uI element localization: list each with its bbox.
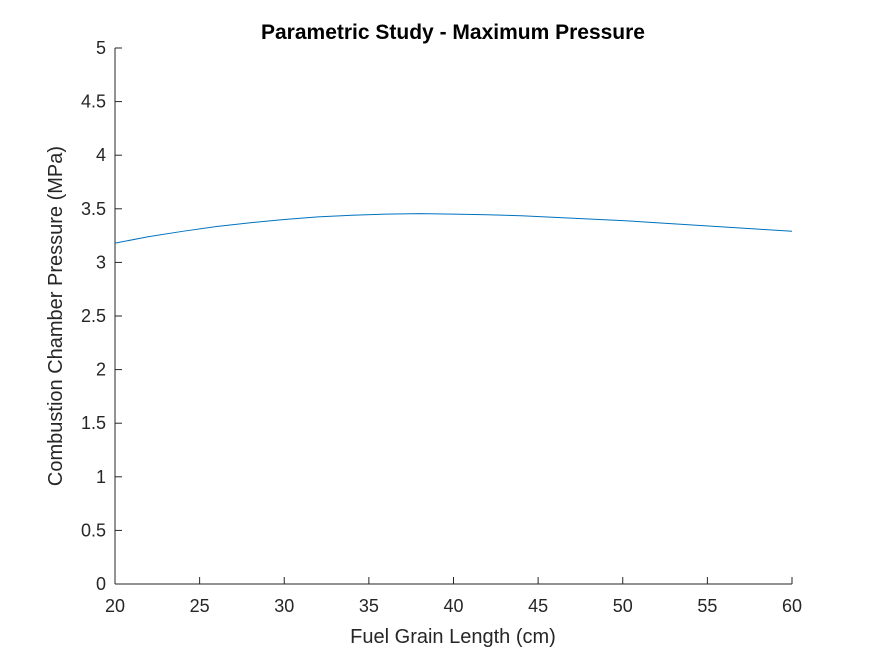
y-tick-label: 4.5	[81, 92, 106, 112]
chart-title: Parametric Study - Maximum Pressure	[261, 21, 645, 44]
y-axis-label: Combustion Chamber Pressure (MPa)	[45, 146, 67, 486]
x-tick-label: 35	[359, 596, 379, 616]
y-tick-label: 4	[96, 145, 106, 165]
y-tick-label: 5	[96, 38, 106, 58]
x-tick-label: 50	[613, 596, 633, 616]
x-tick-label: 55	[697, 596, 717, 616]
x-tick-label: 25	[190, 596, 210, 616]
y-tick-label: 2.5	[81, 306, 106, 326]
series-line	[114, 213, 793, 244]
y-tick-label: 0	[96, 574, 106, 594]
x-tick-label: 45	[528, 596, 548, 616]
axes	[114, 48, 792, 585]
x-tick-label: 30	[274, 596, 294, 616]
series	[114, 213, 793, 244]
y-tick-label: 3.5	[81, 199, 106, 219]
y-tick-label: 1.5	[81, 413, 106, 433]
x-tick-label: 40	[443, 596, 463, 616]
x-tick-label: 20	[105, 596, 125, 616]
ticks: 20 25 30 35 40 45 50 55 60 0 0.5 1 1.5 2 2.5 3 3.5 4 4.5 5	[81, 38, 802, 616]
x-axis-label: Fuel Grain Length (cm)	[350, 626, 556, 648]
y-tick-label: 2	[96, 360, 106, 380]
x-tick-label: 60	[782, 596, 802, 616]
y-tick-label: 0.5	[81, 520, 106, 540]
y-tick-label: 1	[96, 467, 106, 487]
y-tick-label: 3	[96, 252, 106, 272]
